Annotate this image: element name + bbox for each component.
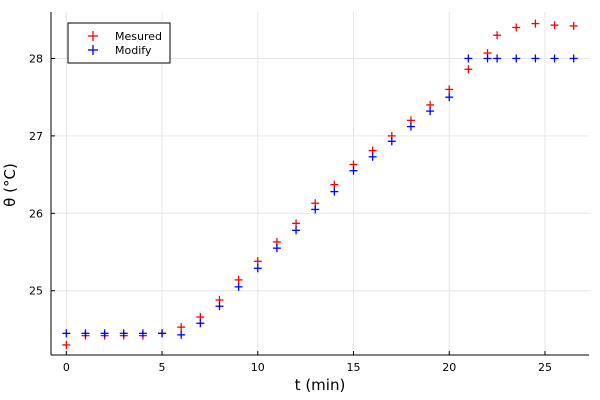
data-point-modify (483, 54, 492, 63)
data-point-mesured (445, 85, 454, 94)
legend: Mesured Modify (67, 22, 171, 64)
y-tick-label: 27 (29, 130, 43, 143)
data-point-modify (272, 244, 281, 253)
data-point-modify (253, 264, 262, 273)
data-point-modify (311, 205, 320, 214)
legend-label-modify: Modify (115, 44, 152, 57)
axes (50, 12, 589, 356)
data-point-mesured (177, 323, 186, 332)
data-point-modify (177, 330, 186, 339)
data-point-mesured (464, 65, 473, 74)
data-point-modify (81, 329, 90, 338)
legend-marker-modify (88, 45, 98, 55)
data-point-modify (550, 54, 559, 63)
data-point-modify (330, 187, 339, 196)
data-point-modify (426, 107, 435, 116)
x-tick-label: 10 (251, 361, 265, 374)
data-point-mesured (330, 180, 339, 189)
data-point-modify (368, 152, 377, 161)
legend-marker-icon (88, 31, 98, 41)
data-point-mesured (512, 23, 521, 32)
data-point-mesured (550, 21, 559, 30)
legend-marker-icon (88, 45, 98, 55)
data-point-modify (493, 54, 502, 63)
tick-labels: 0 5 10 15 20 25 25 26 27 28 (29, 52, 552, 374)
data-point-mesured (493, 31, 502, 40)
x-tick-label: 15 (347, 361, 361, 374)
data-point-mesured (253, 257, 262, 266)
y-axis-label: θ (°C) (1, 163, 19, 207)
data-point-mesured (62, 340, 71, 349)
data-point-modify (464, 54, 473, 63)
x-tick-label: 0 (63, 361, 70, 374)
data-point-modify (569, 54, 578, 63)
data-point-modify (349, 166, 358, 175)
data-point-modify (406, 122, 415, 131)
legend-marker-mesured (88, 31, 98, 41)
data-point-modify (292, 226, 301, 235)
y-tick-label: 26 (29, 207, 43, 220)
data-point-mesured (234, 275, 243, 284)
data-point-modify (62, 329, 71, 338)
data-point-mesured (569, 21, 578, 30)
data-point-modify (215, 302, 224, 311)
data-point-modify (445, 93, 454, 102)
data-points (62, 19, 578, 349)
data-point-modify (138, 329, 147, 338)
y-tick-label: 25 (29, 285, 43, 298)
data-point-modify (100, 329, 109, 338)
x-tick-label: 25 (538, 361, 552, 374)
data-point-modify (387, 137, 396, 146)
data-point-modify (196, 319, 205, 328)
x-axis-label: t (min) (295, 376, 346, 394)
data-point-modify (158, 329, 167, 338)
y-tick-label: 28 (29, 52, 43, 65)
data-point-modify (531, 54, 540, 63)
data-point-mesured (531, 19, 540, 28)
data-point-modify (119, 329, 128, 338)
data-point-modify (234, 282, 243, 291)
data-point-modify (512, 54, 521, 63)
x-tick-label: 20 (442, 361, 456, 374)
data-point-mesured (292, 219, 301, 228)
legend-box (67, 22, 171, 64)
legend-label-mesured: Mesured (115, 30, 162, 43)
x-tick-label: 5 (159, 361, 166, 374)
